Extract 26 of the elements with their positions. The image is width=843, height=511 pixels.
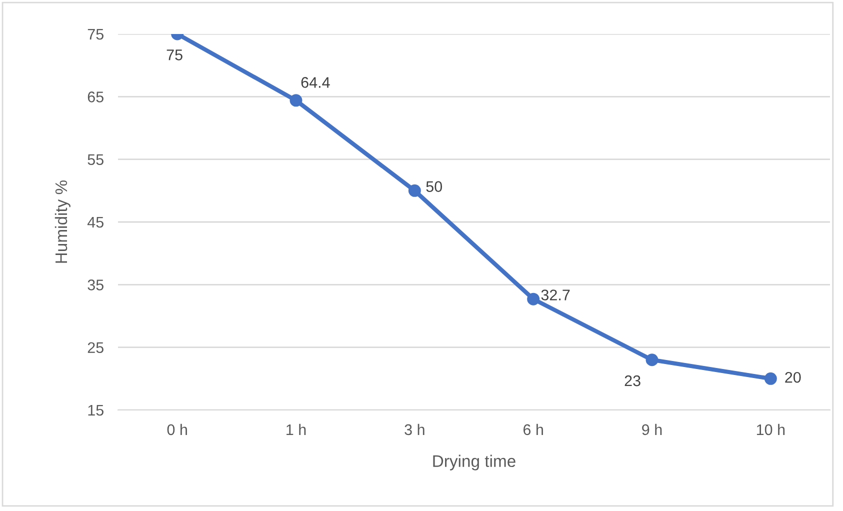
x-axis-title: Drying time <box>433 454 516 470</box>
x-tick-label: 1 h <box>286 424 306 435</box>
point <box>527 292 540 306</box>
data-label: 23 <box>624 375 640 386</box>
point <box>290 94 302 107</box>
y-tick-label: 55 <box>88 154 104 166</box>
x-tick-label: 3 h <box>404 424 424 436</box>
y-tick-label: 15 <box>88 405 104 416</box>
y-tick-label: 75 <box>88 29 104 40</box>
data-label: 50 <box>426 181 442 192</box>
y-tick-label: 35 <box>88 280 104 290</box>
data-label: 75 <box>166 50 182 60</box>
x-tick-label: 0 h <box>167 424 187 436</box>
point <box>764 372 777 385</box>
x-tick-label: 9 h <box>642 424 662 436</box>
data-label: 64.4 <box>301 77 330 88</box>
y-tick-label: 65 <box>88 92 104 102</box>
point <box>408 184 421 197</box>
y-axis-title: Humidity % <box>54 180 70 263</box>
y-tick-label: 25 <box>88 342 104 354</box>
data-label: 20 <box>785 372 801 383</box>
y-tick-label: 45 <box>87 217 104 228</box>
data-label: 32.7 <box>541 290 570 300</box>
x-tick-label: 6 h <box>523 424 543 436</box>
point <box>646 354 658 366</box>
x-tick-label: 10 h <box>756 424 785 436</box>
